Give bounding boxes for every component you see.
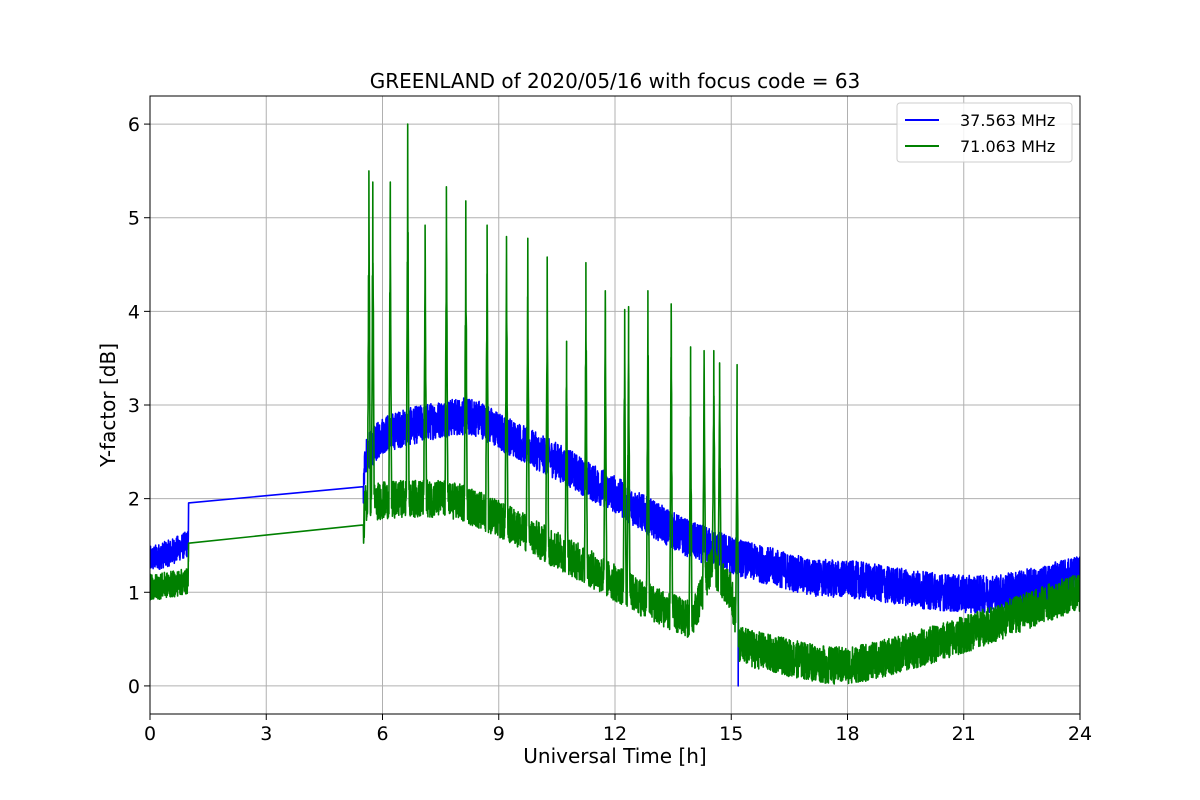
y-tick-label: 3: [128, 395, 140, 417]
x-tick-label: 18: [835, 723, 859, 745]
y-tick-label: 1: [128, 582, 140, 604]
x-tick-label: 12: [603, 723, 627, 745]
y-tick-label: 6: [128, 114, 140, 136]
x-tick-label: 0: [144, 723, 156, 745]
series-line-1: [150, 123, 1080, 685]
x-tick-label: 9: [493, 723, 505, 745]
y-axis-label: Y-factor [dB]: [96, 343, 120, 468]
legend-box: [896, 102, 1073, 163]
y-tick-label: 5: [128, 208, 140, 230]
x-tick-label: 6: [376, 723, 388, 745]
x-axis-label: Universal Time [h]: [523, 744, 706, 768]
x-tick-label: 21: [952, 723, 976, 745]
y-tick-label: 0: [128, 676, 140, 698]
series-layer: [150, 123, 1080, 687]
x-tick-label: 15: [719, 723, 743, 745]
x-tick-label: 3: [260, 723, 272, 745]
legend: 37.563 MHz 71.063 MHz: [896, 102, 1073, 163]
legend-label: 37.563 MHz: [960, 111, 1055, 130]
legend-label: 71.063 MHz: [960, 137, 1055, 156]
x-axis: 0 3 6 9 12 15 18 21 24: [144, 714, 1092, 745]
x-tick-label: 24: [1068, 723, 1092, 745]
chart-title: GREENLAND of 2020/05/16 with focus code …: [370, 69, 861, 93]
y-tick-label: 2: [128, 489, 140, 511]
y-axis: 0 1 2 3 4 5 6: [128, 114, 150, 698]
y-tick-label: 4: [128, 301, 140, 323]
